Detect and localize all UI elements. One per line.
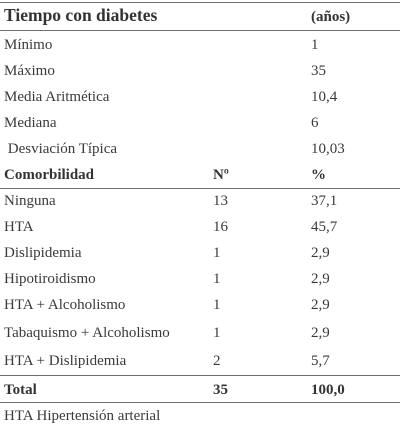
comorbidity-header-label: Comorbilidad [4,167,95,183]
comorbidity-percent: 37,1 [311,193,338,209]
table-title: Tiempo con diabetes [4,5,158,25]
comorbidity-count: 13 [213,193,228,209]
table-footnote: HTA Hipertensión arterial [4,408,161,424]
comorbidity-header-row: Comorbilidad Nº % [0,166,400,192]
comorbidity-label: Ninguna [4,193,56,209]
comorbidity-percent: 2,9 [311,245,330,261]
comorbidity-row: Tabaquismo + Alcoholismo 1 2,9 [0,324,400,350]
stat-label: Mínimo [4,37,53,53]
total-percent: 100,0 [311,382,345,398]
comorbidity-rule [0,188,400,189]
comorbidity-percent: 2,9 [311,325,330,341]
stat-label: Desviación Típica [4,141,118,157]
total-count: 35 [213,382,228,398]
comorbidity-row: Hipotiroidismo 1 2,9 [0,270,400,296]
comorbidity-row: HTA + Dislipidemia 2 5,7 [0,352,400,378]
count-header: Nº [213,167,229,183]
unit-label: (años) [311,9,351,25]
header-rule [0,30,400,31]
stat-row: Mínimo 1 [0,36,400,62]
stat-value: 35 [311,63,326,79]
table-bottom-rule [0,402,400,403]
total-rule [0,375,400,376]
comorbidity-row: Ninguna 13 37,1 [0,192,400,218]
total-row: Total 35 100,0 [0,381,400,407]
comorbidity-percent: 2,9 [311,271,330,287]
stat-value: 6 [311,115,319,131]
comorbidity-percent: 45,7 [311,219,338,235]
stat-row: Mediana 6 [0,114,400,140]
stat-label: Máximo [4,63,55,79]
stat-value: 10,03 [311,141,345,157]
comorbidity-percent: 2,9 [311,297,330,313]
comorbidity-label: Tabaquismo + Alcoholismo [4,325,170,341]
total-label: Total [4,382,37,398]
comorbidity-label: Dislipidemia [4,245,82,261]
stat-row: Máximo 35 [0,62,400,88]
comorbidity-row: Dislipidemia 1 2,9 [0,244,400,270]
comorbidity-row: HTA 16 45,7 [0,218,400,244]
comorbidity-count: 1 [213,297,221,313]
stat-label: Mediana [4,115,57,131]
table-top-rule [0,2,400,3]
comorbidity-count: 2 [213,353,221,369]
comorbidity-count: 1 [213,245,221,261]
comorbidity-percent: 5,7 [311,353,330,369]
stat-label: Media Aritmética [4,89,110,105]
stat-value: 10,4 [311,89,338,105]
stat-row: Media Aritmética 10,4 [0,88,400,114]
comorbidity-row: HTA + Alcoholismo 1 2,9 [0,296,400,322]
stat-row: Desviación Típica 10,03 [0,140,400,166]
comorbidity-label: HTA [4,219,34,235]
comorbidity-label: HTA + Alcoholismo [4,297,126,313]
table-header-row: Tiempo con diabetes (años) [0,6,400,32]
comorbidity-count: 1 [213,325,221,341]
stat-value: 1 [311,37,319,53]
percent-header: % [311,167,326,183]
comorbidity-label: HTA + Dislipidemia [4,353,127,369]
comorbidity-label: Hipotiroidismo [4,271,96,287]
comorbidity-count: 16 [213,219,228,235]
comorbidity-count: 1 [213,271,221,287]
